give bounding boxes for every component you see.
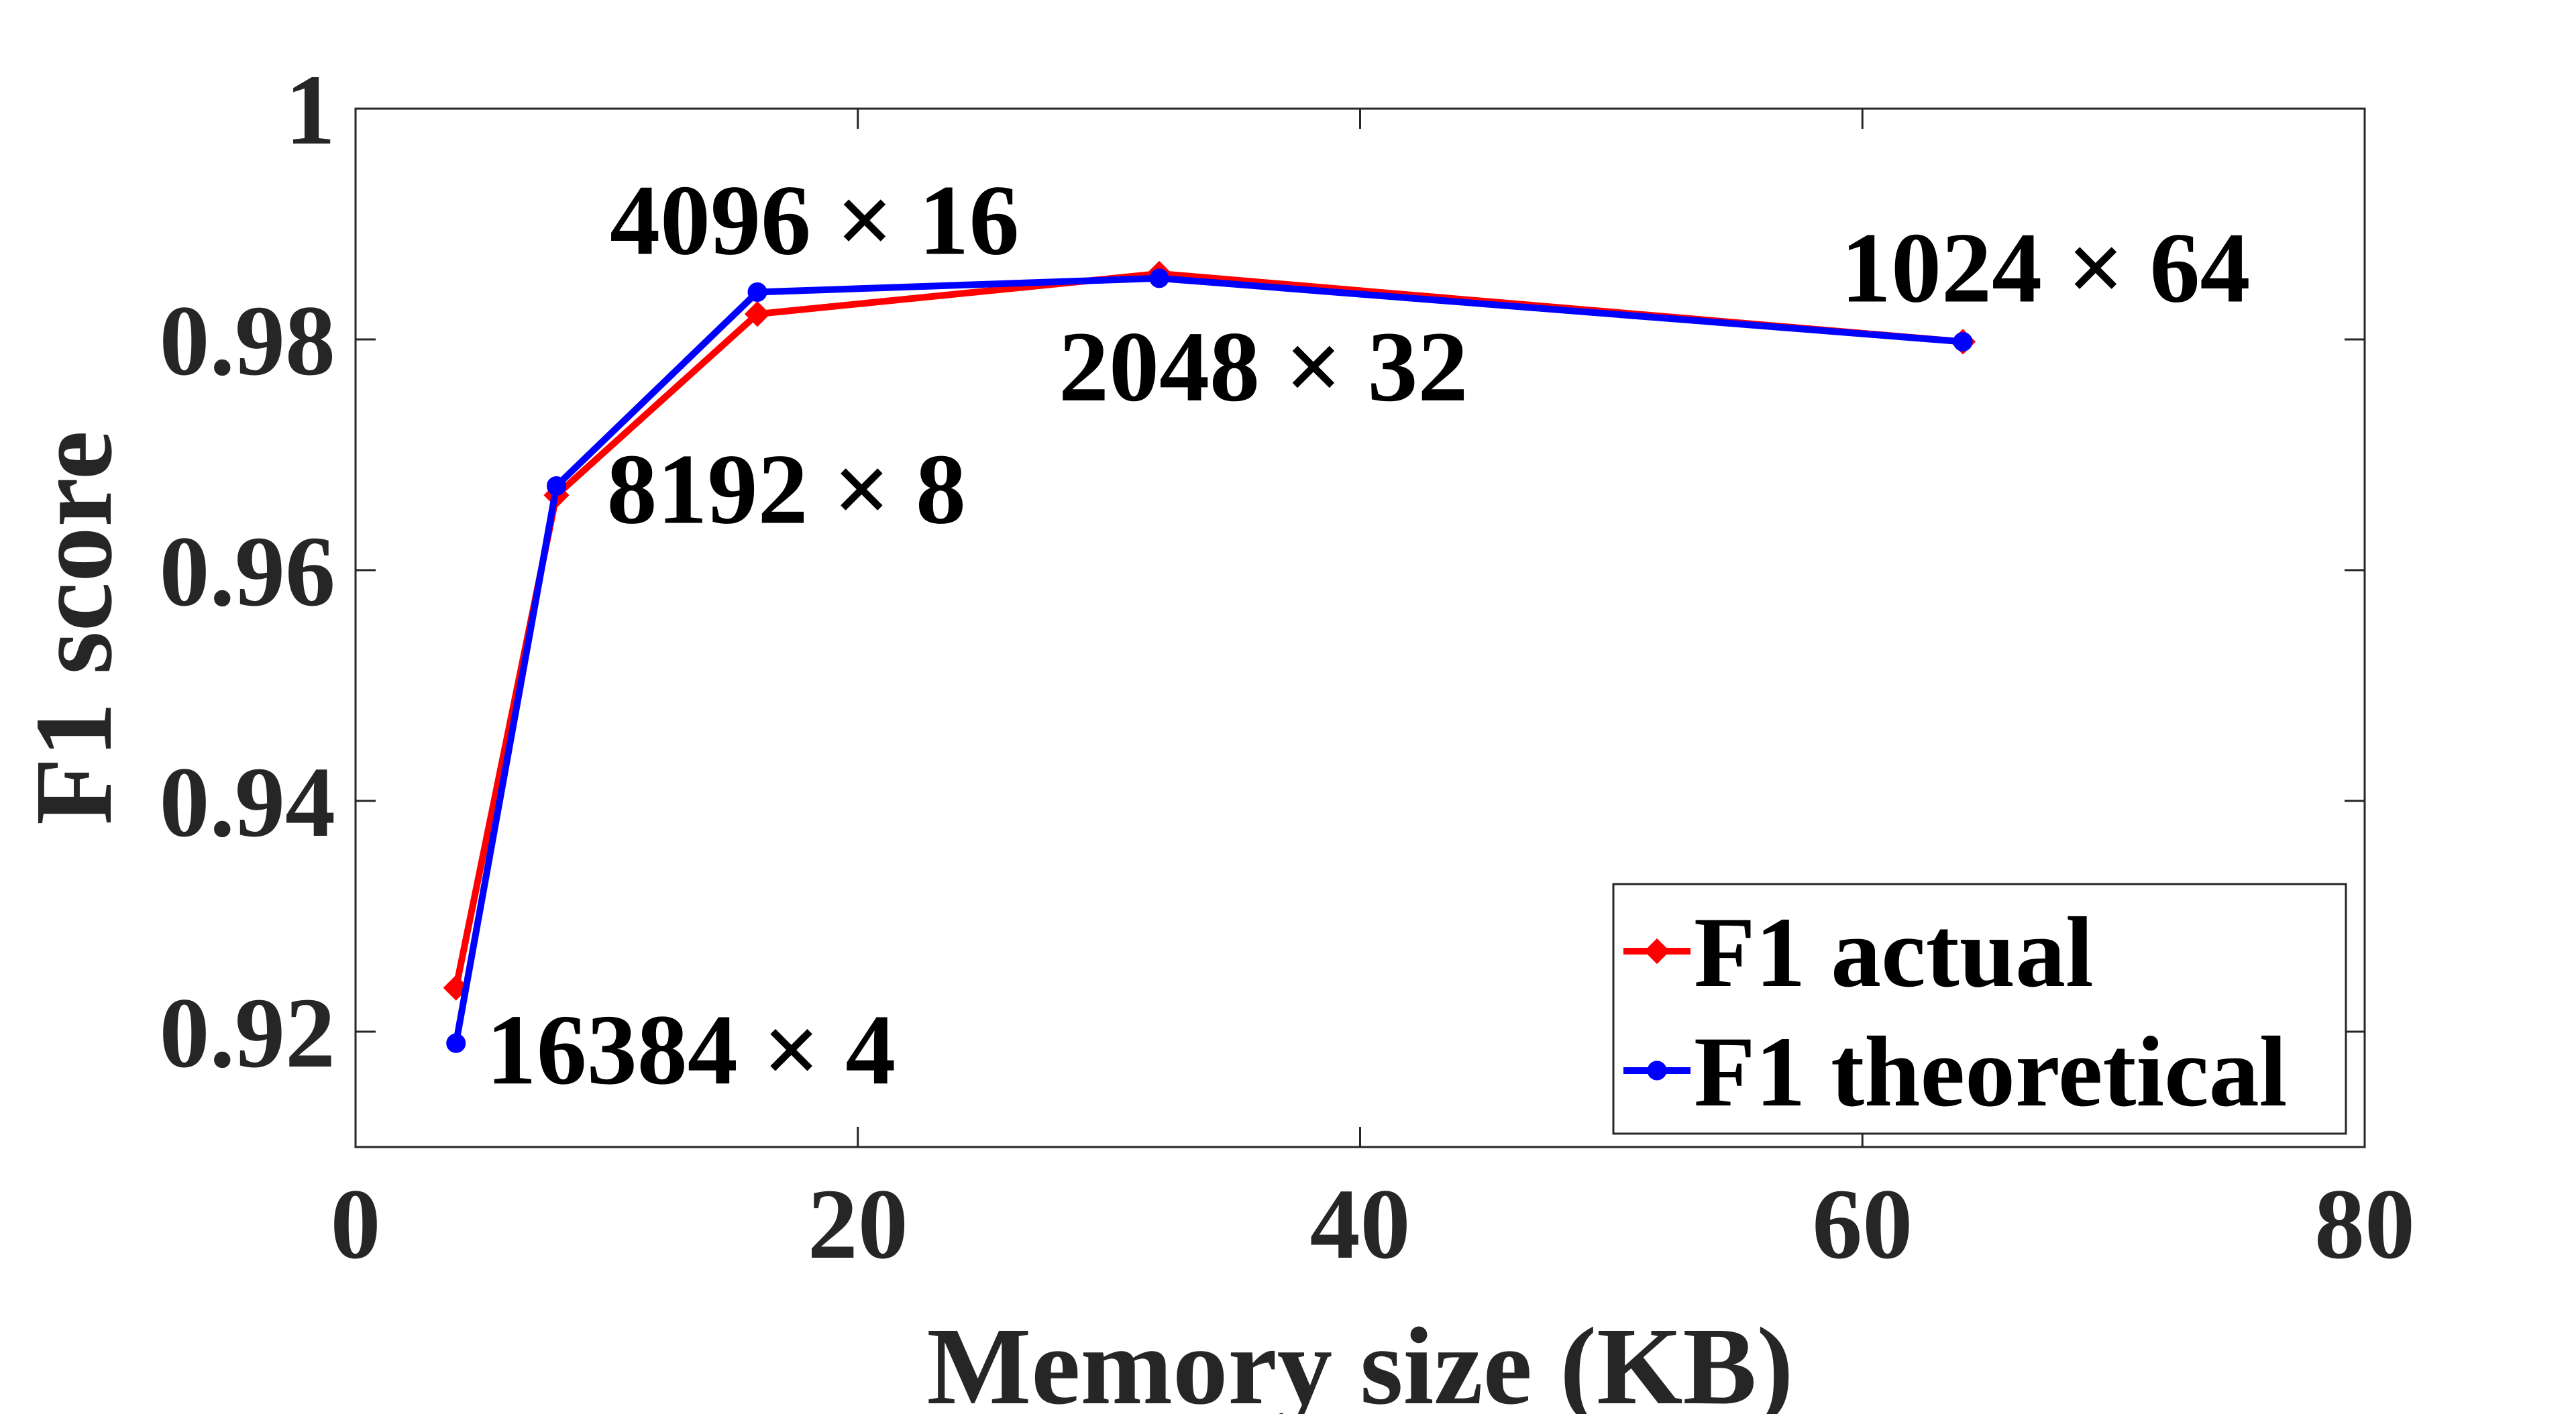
y-tick-label: 0.92 [160,977,336,1089]
legend-marker-f1-actual [1644,938,1670,965]
y-tick-label: 1 [285,54,335,166]
y-tick-labels: 0.92 0.94 0.96 0.98 1 [160,54,336,1089]
data-point-f1-actual [744,301,771,327]
point-annotation: 16384 × 4 [486,994,896,1105]
point-annotation: 4096 × 16 [610,164,1019,276]
series-f1-theoretical [446,268,1973,1053]
legend-box [1612,883,2347,1135]
y-tick-label: 0.96 [160,516,336,627]
point-annotation: 2048 × 32 [1059,311,1468,423]
plot-frame [354,107,2366,1148]
legend-label: F1 actual [1694,897,2094,1008]
legend-entry-f1-actual: F1 actual [1623,897,2094,1008]
data-point-f1-theoretical [1149,268,1169,288]
data-point-f1-theoretical [1953,331,1973,351]
annotation-layer: 16384 × 4 8192 × 8 4096 × 16 2048 × 32 1024 … [486,164,2251,1105]
x-tick-label: 40 [1310,1168,1411,1280]
y-axis-title: F1 score [12,431,135,825]
legend-marker-f1-theoretical [1647,1060,1667,1081]
y-tick-label: 0.98 [160,285,336,396]
series-layer [443,260,1976,1053]
legend-entry-f1-theoretical: F1 theoretical [1623,1016,2287,1128]
legend-label: F1 theoretical [1694,1016,2287,1128]
x-tick-label: 80 [2314,1168,2415,1280]
point-annotation: 8192 × 8 [607,433,966,545]
y-tick-label: 0.94 [160,747,336,858]
x-tick-label: 60 [1812,1168,1913,1280]
data-point-f1-theoretical [747,282,767,302]
x-tick-label: 20 [808,1168,908,1280]
data-point-f1-theoretical [547,476,566,496]
x-tick-label: 0 [331,1168,381,1280]
point-annotation: 1024 × 64 [1841,212,2250,323]
x-axis-title: Memory size (KB) [927,1305,1794,1414]
x-tick-labels: 0 20 40 60 80 [331,1168,2416,1280]
data-point-f1-theoretical [446,1033,466,1053]
